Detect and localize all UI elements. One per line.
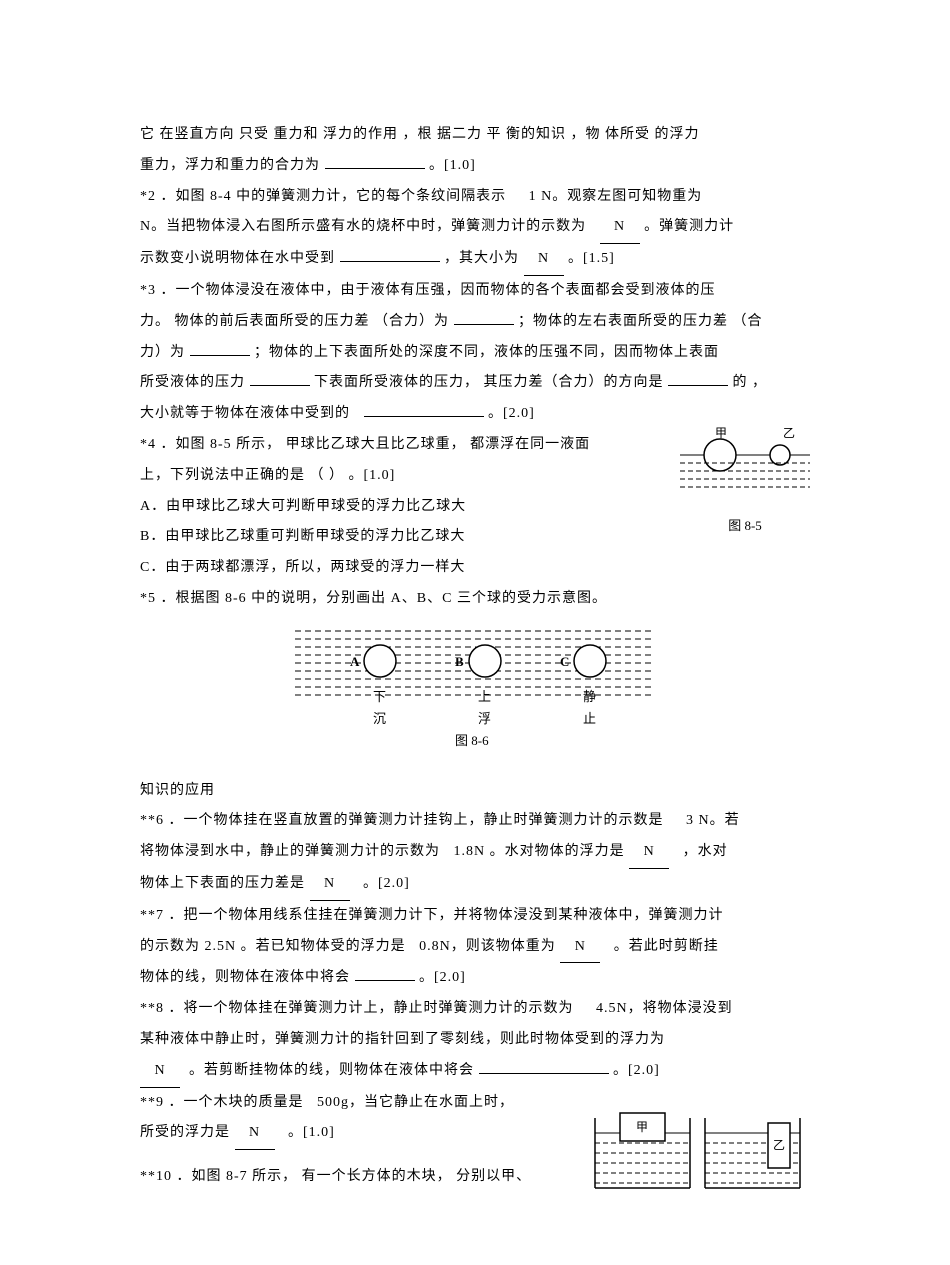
q3-line2: 力。 物体的前后表面所受的压力差 （合力）为 ；物体的左右表面所受的压力差 （合 <box>140 307 810 338</box>
q6-text-2a: 将物体浸到水中，静止的弹簧测力计的示数为 <box>140 844 440 859</box>
q1-text-2a: 重力，浮力和重力的合力为 <box>140 158 320 173</box>
q7-text-2d: 。若此时剪断挂 <box>614 939 719 954</box>
svg-text:沉: 沉 <box>373 711 386 726</box>
q3-blank-5 <box>364 416 484 417</box>
q6-text-3a: 物体上下表面的压力差是 <box>140 876 305 891</box>
fig-8-5-yi-label: 乙 <box>783 426 795 440</box>
q6-text-3c: 。[2.0] <box>363 876 410 891</box>
q6-blank-2: N <box>310 869 350 901</box>
q3-text-4b: 下表面所受液体的压力， 其压力差（合力）的方向是 <box>314 375 664 390</box>
q1-blank-1 <box>325 168 425 169</box>
q5-line1: *5 ．根据图 8-6 中的说明，分别画出 A、B、C 三个球的受力示意图。 <box>140 584 810 615</box>
q7-line3: 物体的线，则物体在液体中将会 。[2.0] <box>140 963 810 994</box>
q7-text-3a: 物体的线，则物体在液体中将会 <box>140 970 350 985</box>
q2-text-1a: *2 ．如图 8-4 中的弹簧测力计，它的每个条纹间隔表示 <box>140 189 506 204</box>
q3-text-5a: 大小就等于物体在液体中受到的 <box>140 406 350 421</box>
q6-text-1b: 3 N。若 <box>686 813 740 828</box>
q7-blank-2 <box>355 980 415 981</box>
q3-text-4c: 的 ， <box>733 375 768 390</box>
figure-8-5: 甲 乙 图 8-5 <box>680 425 810 540</box>
q3-blank-1 <box>454 324 514 325</box>
q3-text-2a: 力。 物体的前后表面所受的压力差 （合力）为 <box>140 314 449 329</box>
fig-8-5-svg: 甲 乙 <box>680 425 810 495</box>
q3-blank-2 <box>190 355 250 356</box>
q3-text-3a: 力）为 <box>140 345 185 360</box>
q2-blank-2 <box>340 261 440 262</box>
fig-8-7-right: 乙 <box>705 1118 800 1188</box>
svg-text:静: 静 <box>583 689 596 704</box>
q2-text-3a: 示数变小说明物体在水中受到 <box>140 251 335 266</box>
q3-text-2b: ；物体的左右表面所受的压力差 （合 <box>518 314 763 329</box>
q9-blank-1: N <box>235 1118 275 1150</box>
fig-8-5-jia-label: 甲 <box>715 426 727 440</box>
q3-line4: 所受液体的压力 下表面所受液体的压力， 其压力差（合力）的方向是 的 ， <box>140 368 810 399</box>
svg-text:C: C <box>560 654 569 669</box>
q7-line1: **7 ．把一个物体用线系住挂在弹簧测力计下，并将物体浸没到某种液体中，弹簧测力… <box>140 901 810 932</box>
q9-text-1b: 500g，当它静止在水面上时， <box>317 1095 514 1110</box>
q2-blank-n1: N <box>600 212 640 244</box>
q3-text-5b: 。[2.0] <box>488 406 535 421</box>
q6-text-1a: **6 ．一个物体挂在竖直放置的弹簧测力计挂钩上，静止时弹簧测力计的示数是 <box>140 813 664 828</box>
q2-blank-n2: N <box>524 244 564 276</box>
q7-text-3b: 。[2.0] <box>419 970 466 985</box>
q2-line3: 示数变小说明物体在水中受到 ，其大小为 N 。[1.5] <box>140 244 810 276</box>
svg-text:下: 下 <box>373 689 386 704</box>
svg-text:甲: 甲 <box>636 1120 648 1134</box>
q2-text-2a: N。当把物体浸入右图所示盛有水的烧杯中时，弹簧测力计的示数为 <box>140 219 586 234</box>
q6-line1: **6 ．一个物体挂在竖直放置的弹簧测力计挂钩上，静止时弹簧测力计的示数是 3 … <box>140 806 810 837</box>
q8-text-3b: 。若剪断挂物体的线，则物体在液体中将会 <box>189 1063 474 1078</box>
svg-text:止: 止 <box>583 711 596 726</box>
fig-8-6-svg: A B C 下 上 静 沉 浮 止 图 8-6 <box>275 623 675 753</box>
q8-line3: N 。若剪断挂物体的线，则物体在液体中将会 。[2.0] <box>140 1056 810 1088</box>
q7-text-2a: 的示数为 2.5N 。若已知物体受的浮力是 <box>140 939 406 954</box>
q1-line2: 重力，浮力和重力的合力为 。[1.0] <box>140 151 810 182</box>
q8-line2: 某种液体中静止时，弹簧测力计的指针回到了零刻线，则此时物体受到的浮力为 <box>140 1025 810 1056</box>
q8-text-3c: 。[2.0] <box>613 1063 660 1078</box>
q1-line1: 它 在竖直方向 只受 重力和 浮力的作用 ，根 据二力 平 衡的知识 ，物 体所… <box>140 120 810 151</box>
q2-text-3d: 。[1.5] <box>568 251 615 266</box>
svg-text:乙: 乙 <box>773 1138 785 1152</box>
section-title: 知识的应用 <box>140 776 810 807</box>
q3-text-3b: ；物体的上下表面所处的深度不同，液体的压强不同，因而物体上表面 <box>254 345 719 360</box>
q2-line1: *2 ．如图 8-4 中的弹簧测力计，它的每个条纹间隔表示 1 N。观察左图可知… <box>140 182 810 213</box>
q6-blank-1: N <box>629 837 669 869</box>
fig-8-7-left: 甲 <box>595 1113 690 1188</box>
svg-text:B: B <box>455 654 464 669</box>
q8-blank-2 <box>479 1073 609 1074</box>
q9-text-1a: **9 ．一个木块的质量是 <box>140 1095 304 1110</box>
q9-text-2a: 所受的浮力是 <box>140 1125 230 1140</box>
figure-8-7: 甲 乙 <box>590 1093 810 1206</box>
q6-line2: 将物体浸到水中，静止的弹簧测力计的示数为 1.8N 。水对物体的浮力是 N ，水… <box>140 837 810 869</box>
q8-line1: **8 ．将一个物体挂在弹簧测力计上，静止时弹簧测力计的示数为 4.5N，将物体… <box>140 994 810 1025</box>
fig-8-7-svg: 甲 乙 <box>590 1093 810 1193</box>
q1-text-2b: 。[1.0] <box>429 158 476 173</box>
q2-text-2c: 。弹簧测力计 <box>644 219 734 234</box>
q3-line1: *3 ．一个物体浸没在液体中，由于液体有压强，因而物体的各个表面都会受到液体的压 <box>140 276 810 307</box>
q3-text-4a: 所受液体的压力 <box>140 375 245 390</box>
q3-blank-4 <box>668 385 728 386</box>
q2-text-1b: 1 N。观察左图可知物重为 <box>529 189 703 204</box>
q7-blank-1: N <box>560 932 600 964</box>
svg-text:浮: 浮 <box>478 711 491 726</box>
svg-text:上: 上 <box>478 689 491 704</box>
q8-text-1b: 4.5N，将物体浸没到 <box>596 1001 733 1016</box>
q8-blank-1: N <box>140 1056 180 1088</box>
q7-text-2b: 0.8N，则该物体重为 <box>419 939 556 954</box>
q2-line2: N。当把物体浸入右图所示盛有水的烧杯中时，弹簧测力计的示数为 N 。弹簧测力计 <box>140 212 810 244</box>
q6-line3: 物体上下表面的压力差是 N 。[2.0] <box>140 869 810 901</box>
q4-optC: C．由于两球都漂浮，所以，两球受的浮力一样大 <box>140 553 810 584</box>
q9-text-2c: 。[1.0] <box>288 1125 335 1140</box>
q2-text-3b: ，其大小为 <box>444 251 519 266</box>
q7-line2: 的示数为 2.5N 。若已知物体受的浮力是 0.8N，则该物体重为 N 。若此时… <box>140 932 810 964</box>
figure-8-6: A B C 下 上 静 沉 浮 止 图 8-6 <box>140 623 810 766</box>
svg-text:A: A <box>350 654 360 669</box>
q6-text-2b: 1.8N 。水对物体的浮力是 <box>454 844 625 859</box>
svg-text:图 8-6: 图 8-6 <box>455 733 489 748</box>
fig-8-5-caption: 图 8-5 <box>680 512 810 541</box>
q3-line3: 力）为 ；物体的上下表面所处的深度不同，液体的压强不同，因而物体上表面 <box>140 338 810 369</box>
q3-blank-3 <box>250 385 310 386</box>
q8-text-1a: **8 ．将一个物体挂在弹簧测力计上，静止时弹簧测力计的示数为 <box>140 1001 574 1016</box>
q6-text-2d: ，水对 <box>683 844 728 859</box>
